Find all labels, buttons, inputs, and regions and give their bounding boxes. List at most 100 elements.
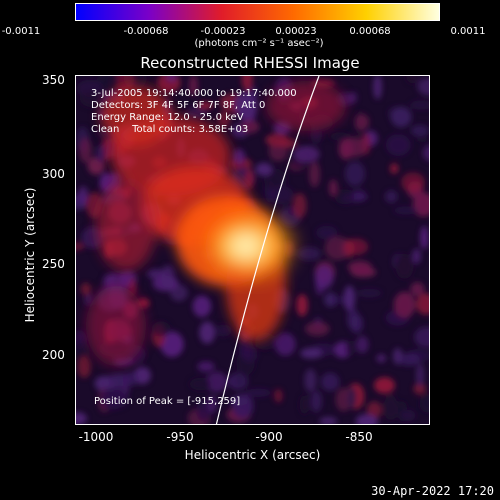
noise-blob [300,347,323,359]
noise-blob [348,91,358,104]
noise-blob [206,371,228,393]
noise-blob [383,395,399,421]
noise-blob [316,225,338,240]
noise-blob [79,137,92,163]
y-tick-label: 350 [42,73,65,87]
noise-blob [274,389,283,403]
noise-blob [406,76,420,84]
noise-blob [393,291,416,318]
noise-blob [293,146,320,163]
noise-blob [410,125,429,137]
noise-blob [344,238,369,256]
noise-blob [410,282,425,297]
colorbar-tick-label: -0.0011 [1,26,41,37]
noise-blob [374,377,395,394]
noise-blob [355,414,379,424]
noise-blob [217,110,231,128]
y-axis-label: Heliocentric Y (arcsec) [23,187,37,323]
noise-blob [309,161,320,188]
colorbar-units: (photons cm⁻² s⁻¹ asec⁻²) [194,38,324,49]
noise-blob [320,372,340,391]
noise-blob [234,370,245,388]
noise-blob [357,288,382,298]
x-tick-label: -900 [255,430,283,444]
noise-blob [77,186,89,204]
noise-blob [304,368,317,392]
time-range-text: 3-Jul-2005 19:14:40.000 to 19:17:40.000 [91,88,297,99]
solar-image-canvas [76,76,429,424]
noise-blob [270,185,294,205]
noise-blob [345,161,365,186]
noise-blob [390,106,412,128]
noise-blob [240,120,260,134]
noise-blob [166,76,178,83]
noise-blob [196,400,211,422]
noise-blob [354,114,370,130]
noise-blob [393,206,419,215]
noise-blob [373,76,382,100]
noise-blob [192,295,212,318]
noise-blob [77,356,91,378]
noise-blob [275,332,296,356]
noise-blob [385,134,411,156]
noise-blob [417,77,429,96]
noise-blob [366,401,382,419]
noise-blob [329,132,351,141]
peak-position-text: Position of Peak = [-915,259] [94,396,241,407]
noise-blob [345,340,356,356]
noise-blob [420,226,429,250]
noise-blob [151,321,171,337]
noise-blob [197,101,214,110]
noise-blob [329,179,338,197]
noise-blob [416,293,429,315]
noise-blob [76,412,87,424]
noise-blob [279,138,298,149]
solar-limb-line [215,76,320,424]
y-tick-label: 300 [42,167,65,181]
noise-blob [161,265,175,290]
noise-blob [297,246,321,261]
noise-blob [341,137,367,158]
noise-blob [398,353,421,366]
noise-blob [108,373,132,387]
noise-blob [255,162,273,176]
noise-blob [80,282,92,296]
x-axis-label: Heliocentric X (arcsec) [184,448,321,462]
noise-blob [239,340,254,359]
noise-blob [385,190,398,203]
noise-blob [400,409,416,422]
colorbar-tick-label: 0.00023 [275,26,317,37]
noise-blob [188,76,198,97]
solar-image-plot: 3-Jul-2005 19:14:40.000 to 19:17:40.000 … [75,75,430,425]
clean-counts-text: Clean Total counts: 3.58E+03 [91,124,249,135]
noise-blob [395,253,414,279]
noise-blob [324,236,350,261]
x-tick-label: -850 [345,430,373,444]
noise-blob [189,377,211,391]
x-tick-label: -950 [166,430,194,444]
noise-blob [413,383,426,395]
noise-blob [414,326,429,348]
plot-title: Reconstructed RHESSI Image [140,54,360,72]
noise-blob [245,388,271,397]
colorbar-tick-label: -0.00068 [123,26,169,37]
noise-blob [409,100,429,110]
noise-blob [296,294,308,317]
detectors-text: Detectors: 3F 4F 5F 6F 7F 8F, Att 0 [91,100,266,111]
noise-blob [347,308,359,330]
noise-blob [107,76,119,93]
noise-blob [83,293,94,306]
noise-blob [293,193,307,219]
noise-blob [199,321,216,344]
noise-blob [111,385,129,408]
noise-blob [76,340,90,362]
noise-blob [229,396,250,406]
y-tick-label: 250 [42,257,65,271]
colorbar-tick-label: -0.00023 [200,26,246,37]
noise-blob [310,390,322,413]
colorbar-gradient [75,3,440,21]
noise-blob [207,395,218,413]
flare-peak [211,216,291,276]
noise-blob [419,394,429,413]
noise-blob [299,395,310,415]
